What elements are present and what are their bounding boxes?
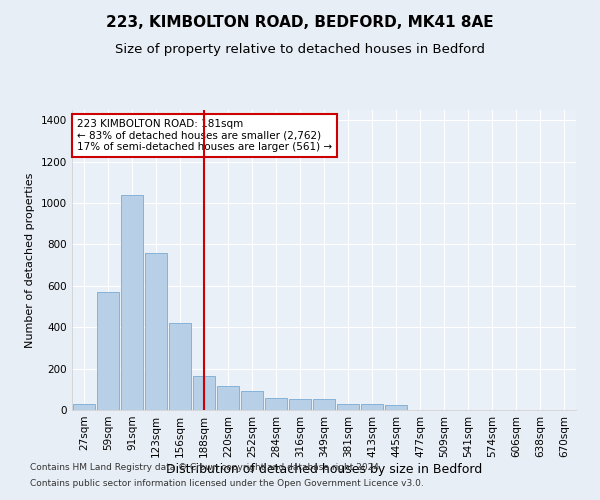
Bar bbox=[97, 292, 119, 410]
Bar bbox=[289, 398, 311, 410]
Bar bbox=[361, 404, 383, 410]
Bar bbox=[385, 405, 407, 410]
Bar bbox=[217, 386, 239, 410]
Text: Contains HM Land Registry data © Crown copyright and database right 2024.: Contains HM Land Registry data © Crown c… bbox=[30, 464, 382, 472]
Text: 223, KIMBOLTON ROAD, BEDFORD, MK41 8AE: 223, KIMBOLTON ROAD, BEDFORD, MK41 8AE bbox=[106, 15, 494, 30]
Bar bbox=[337, 404, 359, 410]
Text: Size of property relative to detached houses in Bedford: Size of property relative to detached ho… bbox=[115, 42, 485, 56]
Bar bbox=[313, 398, 335, 410]
Text: 223 KIMBOLTON ROAD: 181sqm
← 83% of detached houses are smaller (2,762)
17% of s: 223 KIMBOLTON ROAD: 181sqm ← 83% of deta… bbox=[77, 119, 332, 152]
X-axis label: Distribution of detached houses by size in Bedford: Distribution of detached houses by size … bbox=[166, 462, 482, 475]
Bar bbox=[73, 404, 95, 410]
Bar bbox=[145, 253, 167, 410]
Text: Contains public sector information licensed under the Open Government Licence v3: Contains public sector information licen… bbox=[30, 478, 424, 488]
Bar bbox=[193, 376, 215, 410]
Bar bbox=[241, 392, 263, 410]
Y-axis label: Number of detached properties: Number of detached properties bbox=[25, 172, 35, 348]
Bar bbox=[121, 195, 143, 410]
Bar bbox=[265, 398, 287, 410]
Bar bbox=[169, 323, 191, 410]
